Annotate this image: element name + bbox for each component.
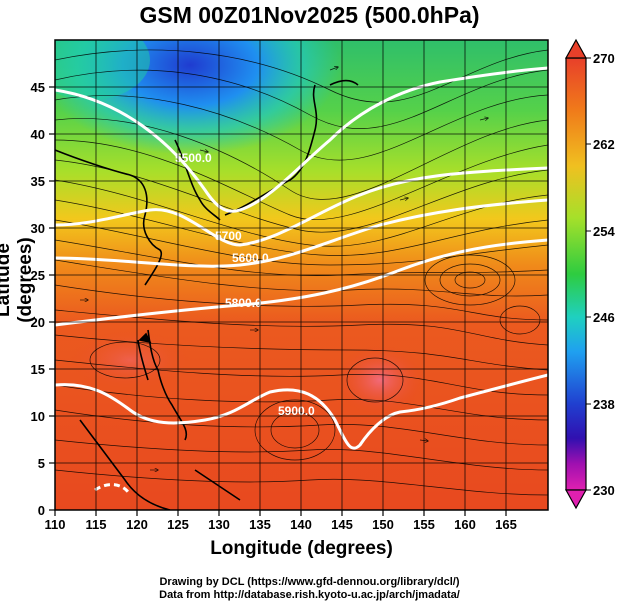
y-tick-label: 5 [38, 456, 45, 471]
x-axis-label: Longitude (degrees) [210, 538, 393, 559]
x-tick-label: 115 [86, 517, 107, 532]
contour-label-5700: 5700 [215, 229, 242, 243]
chart-title: GSM 00Z01Nov2025 (500.0hPa) [139, 2, 480, 28]
colorbar-tick-label: 238 [593, 397, 615, 412]
y-tick-label: 0 [38, 503, 45, 518]
height-contours [55, 66, 548, 496]
axis-ticks [49, 86, 507, 516]
x-tick-label: 165 [495, 517, 517, 532]
x-tick-label: 160 [454, 517, 476, 532]
colorbar-tick-label: 246 [593, 310, 615, 325]
x-tick-label: 120 [126, 517, 148, 532]
x-tick-label: 130 [208, 517, 230, 532]
y-tick-label: 10 [31, 409, 45, 424]
y-tick-label: 15 [31, 362, 45, 377]
y-tick-label: 20 [31, 315, 45, 330]
credit-drawing: Drawing by DCL (https://www.gfd-dennou.o… [159, 576, 460, 588]
y-tick-label: 35 [31, 174, 45, 189]
x-tick-label: 125 [167, 517, 189, 532]
contour-label-5900: 5900.0 [278, 404, 315, 418]
x-tick-label: 140 [290, 517, 312, 532]
x-tick-label: 135 [249, 517, 271, 532]
graticule [55, 40, 548, 510]
colorbar: 270 262 254 246 238 230 [564, 38, 615, 510]
coastlines [55, 79, 359, 510]
y-tick-label: 30 [31, 221, 45, 236]
colorbar-tick-label: 262 [593, 137, 615, 152]
wind-streamlines [55, 49, 548, 496]
y-axis-label: Latitude (degrees) [0, 237, 36, 323]
y-tick-label: 40 [31, 127, 45, 142]
x-tick-label: 145 [331, 517, 353, 532]
x-tick-label: 155 [413, 517, 435, 532]
contour-label-5500-north: 5500.0 [175, 151, 212, 165]
x-tick-labels: 110 115 120 125 130 135 140 145 150 155 … [45, 517, 517, 532]
x-tick-label: 150 [372, 517, 394, 532]
colorbar-tick-label: 270 [593, 51, 615, 66]
y-tick-labels: 0 5 10 15 20 25 30 35 40 45 [31, 80, 45, 518]
colorbar-tick-label: 230 [593, 483, 615, 498]
y-tick-label: 25 [31, 268, 45, 283]
credit-data-source: Data from http://database.rish.kyoto-u.a… [159, 589, 460, 601]
y-tick-label: 45 [31, 80, 45, 95]
contour-label-5600: 5600.0 [232, 251, 269, 265]
colorbar-tick-label: 254 [593, 224, 615, 239]
x-tick-label: 110 [45, 517, 66, 532]
contour-label-5800: 5800.0 [225, 296, 262, 310]
